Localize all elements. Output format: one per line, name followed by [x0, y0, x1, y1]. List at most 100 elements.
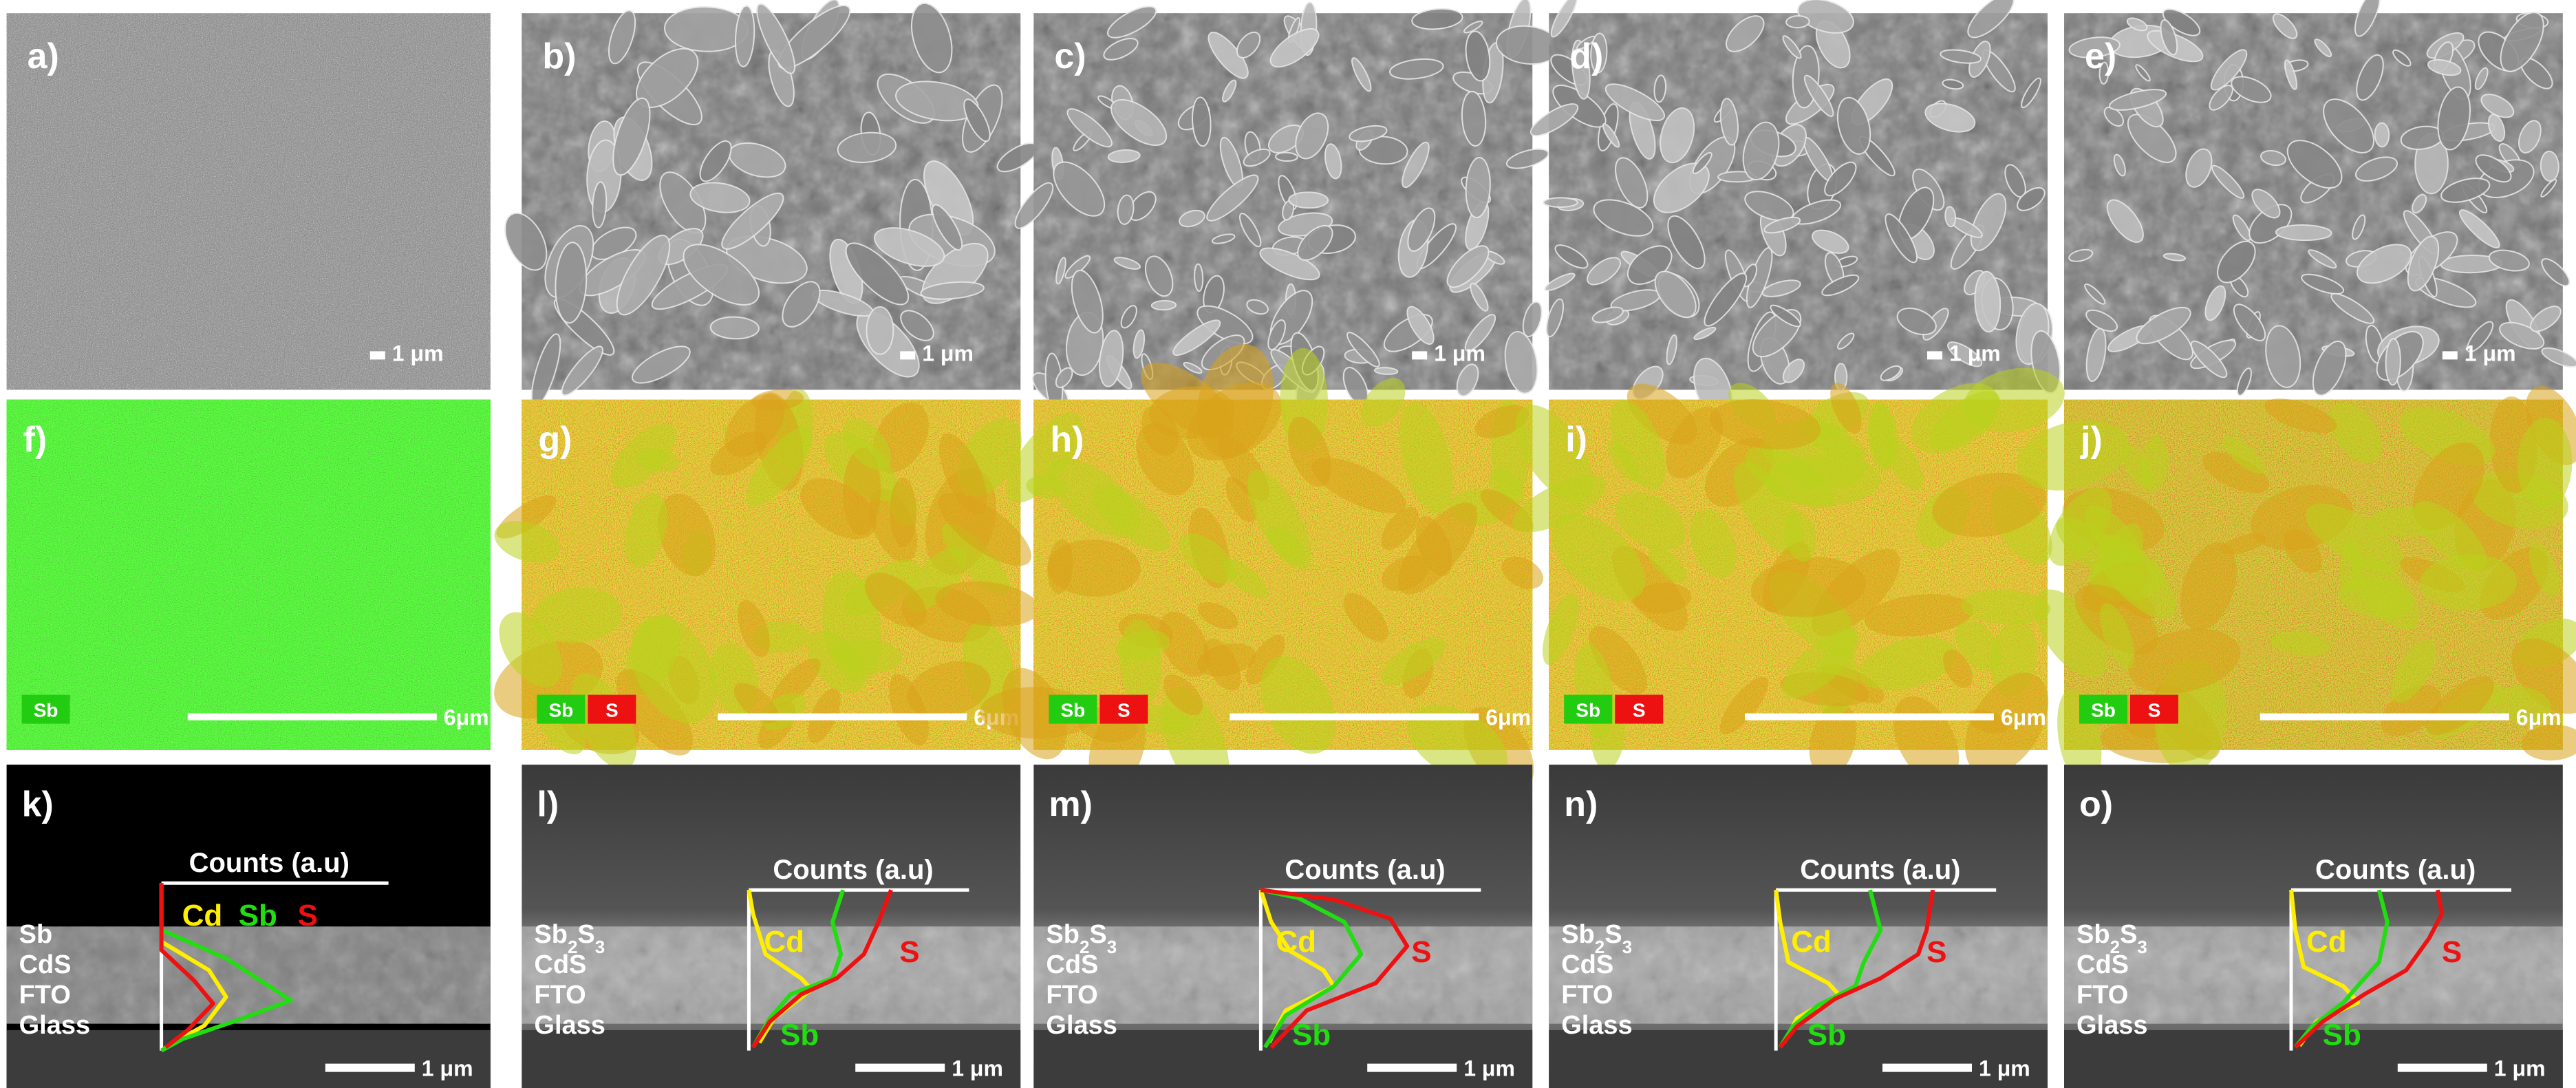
eds-grain [2096, 535, 2176, 619]
counts-axis-label: Counts (a.u) [189, 848, 350, 878]
eds-grain [1750, 557, 1866, 617]
crystal-grain [592, 181, 608, 228]
crystal-grain [504, 212, 548, 271]
crystal-grain [1446, 245, 1490, 288]
legend-chip-s [2130, 694, 2178, 724]
crystal-grain [1763, 216, 1801, 234]
crystal-grain [1803, 74, 1834, 118]
crystal-grain [1742, 121, 1780, 181]
scale-bar-label: 1 μm [952, 1056, 1003, 1081]
eds-grain [1809, 703, 1857, 778]
eds-grain [938, 433, 987, 515]
crystal-grain [1117, 194, 1135, 225]
legend-chip-label: S [1633, 700, 1646, 721]
crystal-grain [1456, 363, 1479, 397]
crystal-grain [2265, 325, 2301, 388]
eds-grain [1858, 637, 1957, 691]
eds-grain [1512, 476, 1607, 533]
eds-grain [1627, 383, 1697, 445]
crystal-grain [2286, 140, 2343, 189]
eds-grain [1343, 593, 1388, 642]
crystal-grain [1924, 103, 1976, 133]
crystal-grain [2162, 8, 2201, 36]
legend-chip-sb [2079, 694, 2127, 724]
eds-grain [2202, 451, 2270, 493]
crystal-grain [1402, 141, 1430, 189]
line-scan-s [1260, 888, 1410, 1049]
scale-bar-label: 1 μm [1434, 341, 1485, 365]
crystal-grain [2540, 150, 2559, 182]
eds-grain [611, 423, 676, 489]
crystal-grain [2185, 148, 2213, 188]
eds-panel-5: j) Sb S 6μm [2017, 386, 2576, 788]
crystal-grain [1571, 39, 1591, 100]
crystal-grain [1615, 157, 1649, 209]
crystal-grain [1239, 213, 1262, 248]
crystal-grain [2541, 258, 2570, 287]
eds-grain [1407, 705, 1508, 782]
crystal-grain [2160, 19, 2178, 56]
crystal-grain [1208, 32, 1249, 79]
crystal-grain [1297, 224, 1333, 261]
crystal-grain [1288, 191, 1329, 209]
crystal-grain [2356, 54, 2384, 101]
scale-bar-label: 1 μm [1979, 1056, 2030, 1081]
crystal-grain [1295, 112, 1329, 160]
crystal-grain [1324, 143, 1342, 180]
crystal-grain [782, 281, 821, 328]
crystal-grain [2474, 67, 2489, 90]
crystal-grain [1604, 83, 1665, 122]
panel-label: a) [28, 36, 59, 76]
crystal-grain [2354, 0, 2381, 37]
eds-grain [1203, 639, 1241, 691]
legend-chip-sb [537, 694, 586, 724]
crystal-grain [1587, 257, 1622, 286]
panel-label: g) [538, 420, 572, 460]
eds-grain [904, 546, 967, 612]
crystal-grain [1406, 306, 1435, 345]
eds-grain [1719, 676, 1768, 735]
crystal-grain [2210, 49, 2248, 91]
crystal-grain [1550, 0, 1578, 38]
panel-label: k) [22, 785, 54, 824]
crystal-grain [1719, 98, 1739, 146]
crystal-grain [699, 140, 732, 182]
eds-grain [1932, 472, 2047, 537]
eds-grain [2017, 420, 2129, 491]
crystal-grain [2407, 235, 2440, 292]
crystal-grain [2211, 164, 2245, 199]
eds-grain [2328, 402, 2382, 463]
eds-map-texture [6, 399, 491, 750]
crystal-grain [1942, 78, 1964, 90]
crystal-grain [1053, 161, 1106, 217]
eds-grain [624, 493, 668, 568]
crystal-grain [1120, 305, 1137, 329]
eds-grain [1943, 649, 1973, 688]
crystal-grain [2499, 321, 2545, 350]
eds-grain [1515, 405, 1593, 502]
crystal-grain [1940, 49, 1982, 64]
crystal-grain [920, 281, 985, 300]
crystal-grain [2085, 309, 2118, 332]
crystal-grain [1346, 332, 1380, 367]
eds-grain [2352, 555, 2419, 630]
legend-chip-label: Sb [34, 700, 58, 721]
eds-grain [1047, 539, 1141, 597]
crystal-grain [2312, 341, 2347, 396]
eds-grain [2220, 533, 2266, 555]
scale-bar-label: 1 μm [422, 1056, 473, 1081]
sem-panel-5: e) 1 μm [2064, 0, 2576, 396]
panel-label: i) [1565, 420, 1587, 460]
crystal-grain [1269, 28, 1320, 68]
layer-label: Sb2S3 [2076, 920, 2147, 957]
crystal-grain [1349, 125, 1388, 142]
crystal-grain [1896, 307, 1937, 336]
eds-grain [1633, 582, 1692, 614]
eds-grain [941, 523, 1009, 595]
crystal-grain [1505, 148, 1549, 169]
legend-chip-s [588, 694, 636, 724]
counts-axis-label: Counts (a.u) [773, 855, 933, 885]
crystal-grain [2284, 59, 2297, 90]
